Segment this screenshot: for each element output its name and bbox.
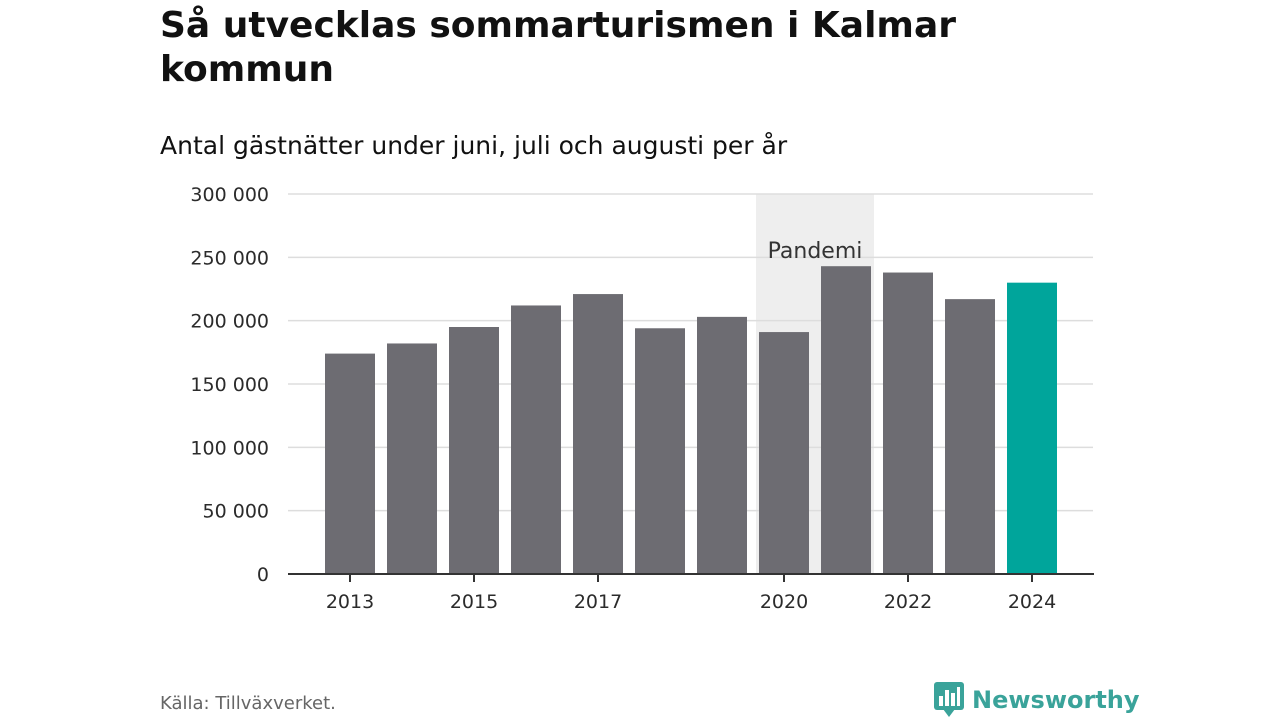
brand-name: Newsworthy xyxy=(972,686,1140,714)
bar-2021 xyxy=(821,266,871,574)
bar-2022 xyxy=(883,272,933,574)
bar-2020 xyxy=(759,332,809,574)
bar-2023 xyxy=(945,299,995,574)
bars xyxy=(325,266,1057,574)
x-tick-label: 2022 xyxy=(884,591,932,613)
y-tick-label: 100 000 xyxy=(190,437,269,459)
x-tick-label: 2020 xyxy=(760,591,808,613)
bar-2019 xyxy=(697,316,747,574)
chart-subtitle: Antal gästnätter under juni, juli och au… xyxy=(160,131,788,160)
x-tick-label: 2013 xyxy=(326,591,374,613)
y-tick-label: 250 000 xyxy=(190,247,269,269)
y-tick-label: 0 xyxy=(257,564,269,586)
bar-2017 xyxy=(573,294,623,574)
bar-chart: Pandemi 0 50 000 100 000 150 000 200 000 250 0… xyxy=(190,184,1094,613)
brand-logo: Newsworthy xyxy=(934,682,1140,718)
y-tick-label: 300 000 xyxy=(190,184,269,206)
x-tick-label: 2024 xyxy=(1008,591,1056,613)
source-note: Källa: Tillväxverket. xyxy=(160,693,336,714)
bar-2013 xyxy=(325,353,375,574)
bar-2018 xyxy=(635,328,685,574)
bar-2024 xyxy=(1007,282,1057,574)
annotation-label: Pandemi xyxy=(768,239,863,264)
y-tick-label: 200 000 xyxy=(190,311,269,333)
bar-2014 xyxy=(387,343,437,574)
bar-2016 xyxy=(511,305,561,574)
y-tick-label: 50 000 xyxy=(203,501,269,523)
x-tick-label: 2015 xyxy=(450,591,498,613)
bar-2015 xyxy=(449,327,499,574)
x-tick-label: 2017 xyxy=(574,591,622,613)
tick-labels: Pandemi 0 50 000 100 000 150 000 200 000 250 0… xyxy=(190,184,1056,613)
y-tick-label: 150 000 xyxy=(190,374,269,396)
axes xyxy=(288,573,1094,582)
bar-chart-speech-bubble-icon xyxy=(934,682,964,717)
chart-title: Så utvecklas sommarturismen i Kalmar kom… xyxy=(160,5,956,90)
